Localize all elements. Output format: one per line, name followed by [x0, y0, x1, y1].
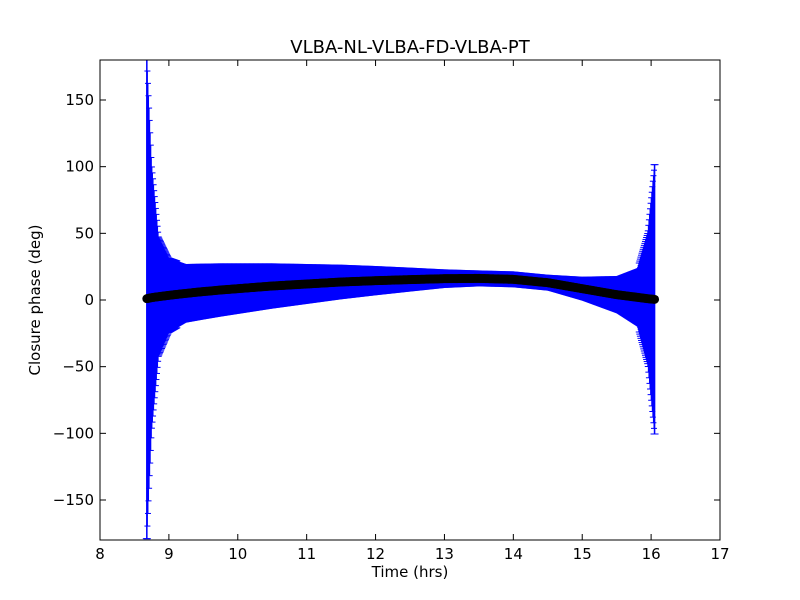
y-tick-label: 50: [75, 224, 94, 242]
y-tick-label: −50: [62, 358, 94, 376]
x-tick-label: 17: [710, 545, 729, 563]
x-tick-label: 13: [435, 545, 454, 563]
data-point-series: [142, 273, 660, 304]
y-axis: −150 −100 −50 0 50 100 150: [53, 91, 720, 509]
y-tick-label: 150: [65, 91, 94, 109]
x-axis: 8 9 10 11 12 13 14 15 16 17: [95, 60, 730, 563]
x-tick-label: 8: [95, 545, 105, 563]
y-tick-label: 0: [84, 291, 94, 309]
y-tick-label: 100: [65, 158, 94, 176]
x-tick-label: 9: [164, 545, 174, 563]
chart-title: VLBA-NL-VLBA-FD-VLBA-PT: [290, 37, 530, 58]
x-tick-label: 16: [642, 545, 661, 563]
x-tick-label: 11: [297, 545, 316, 563]
plot-area: [100, 59, 720, 540]
x-tick-label: 14: [504, 545, 523, 563]
x-tick-label: 12: [366, 545, 385, 563]
x-tick-label: 15: [573, 545, 592, 563]
y-tick-label: −150: [53, 491, 94, 509]
data-point: [650, 294, 660, 304]
y-tick-label: −100: [53, 424, 94, 442]
x-tick-label: 10: [228, 545, 247, 563]
x-axis-label: Time (hrs): [371, 563, 449, 581]
y-axis-label: Closure phase (deg): [26, 225, 44, 376]
